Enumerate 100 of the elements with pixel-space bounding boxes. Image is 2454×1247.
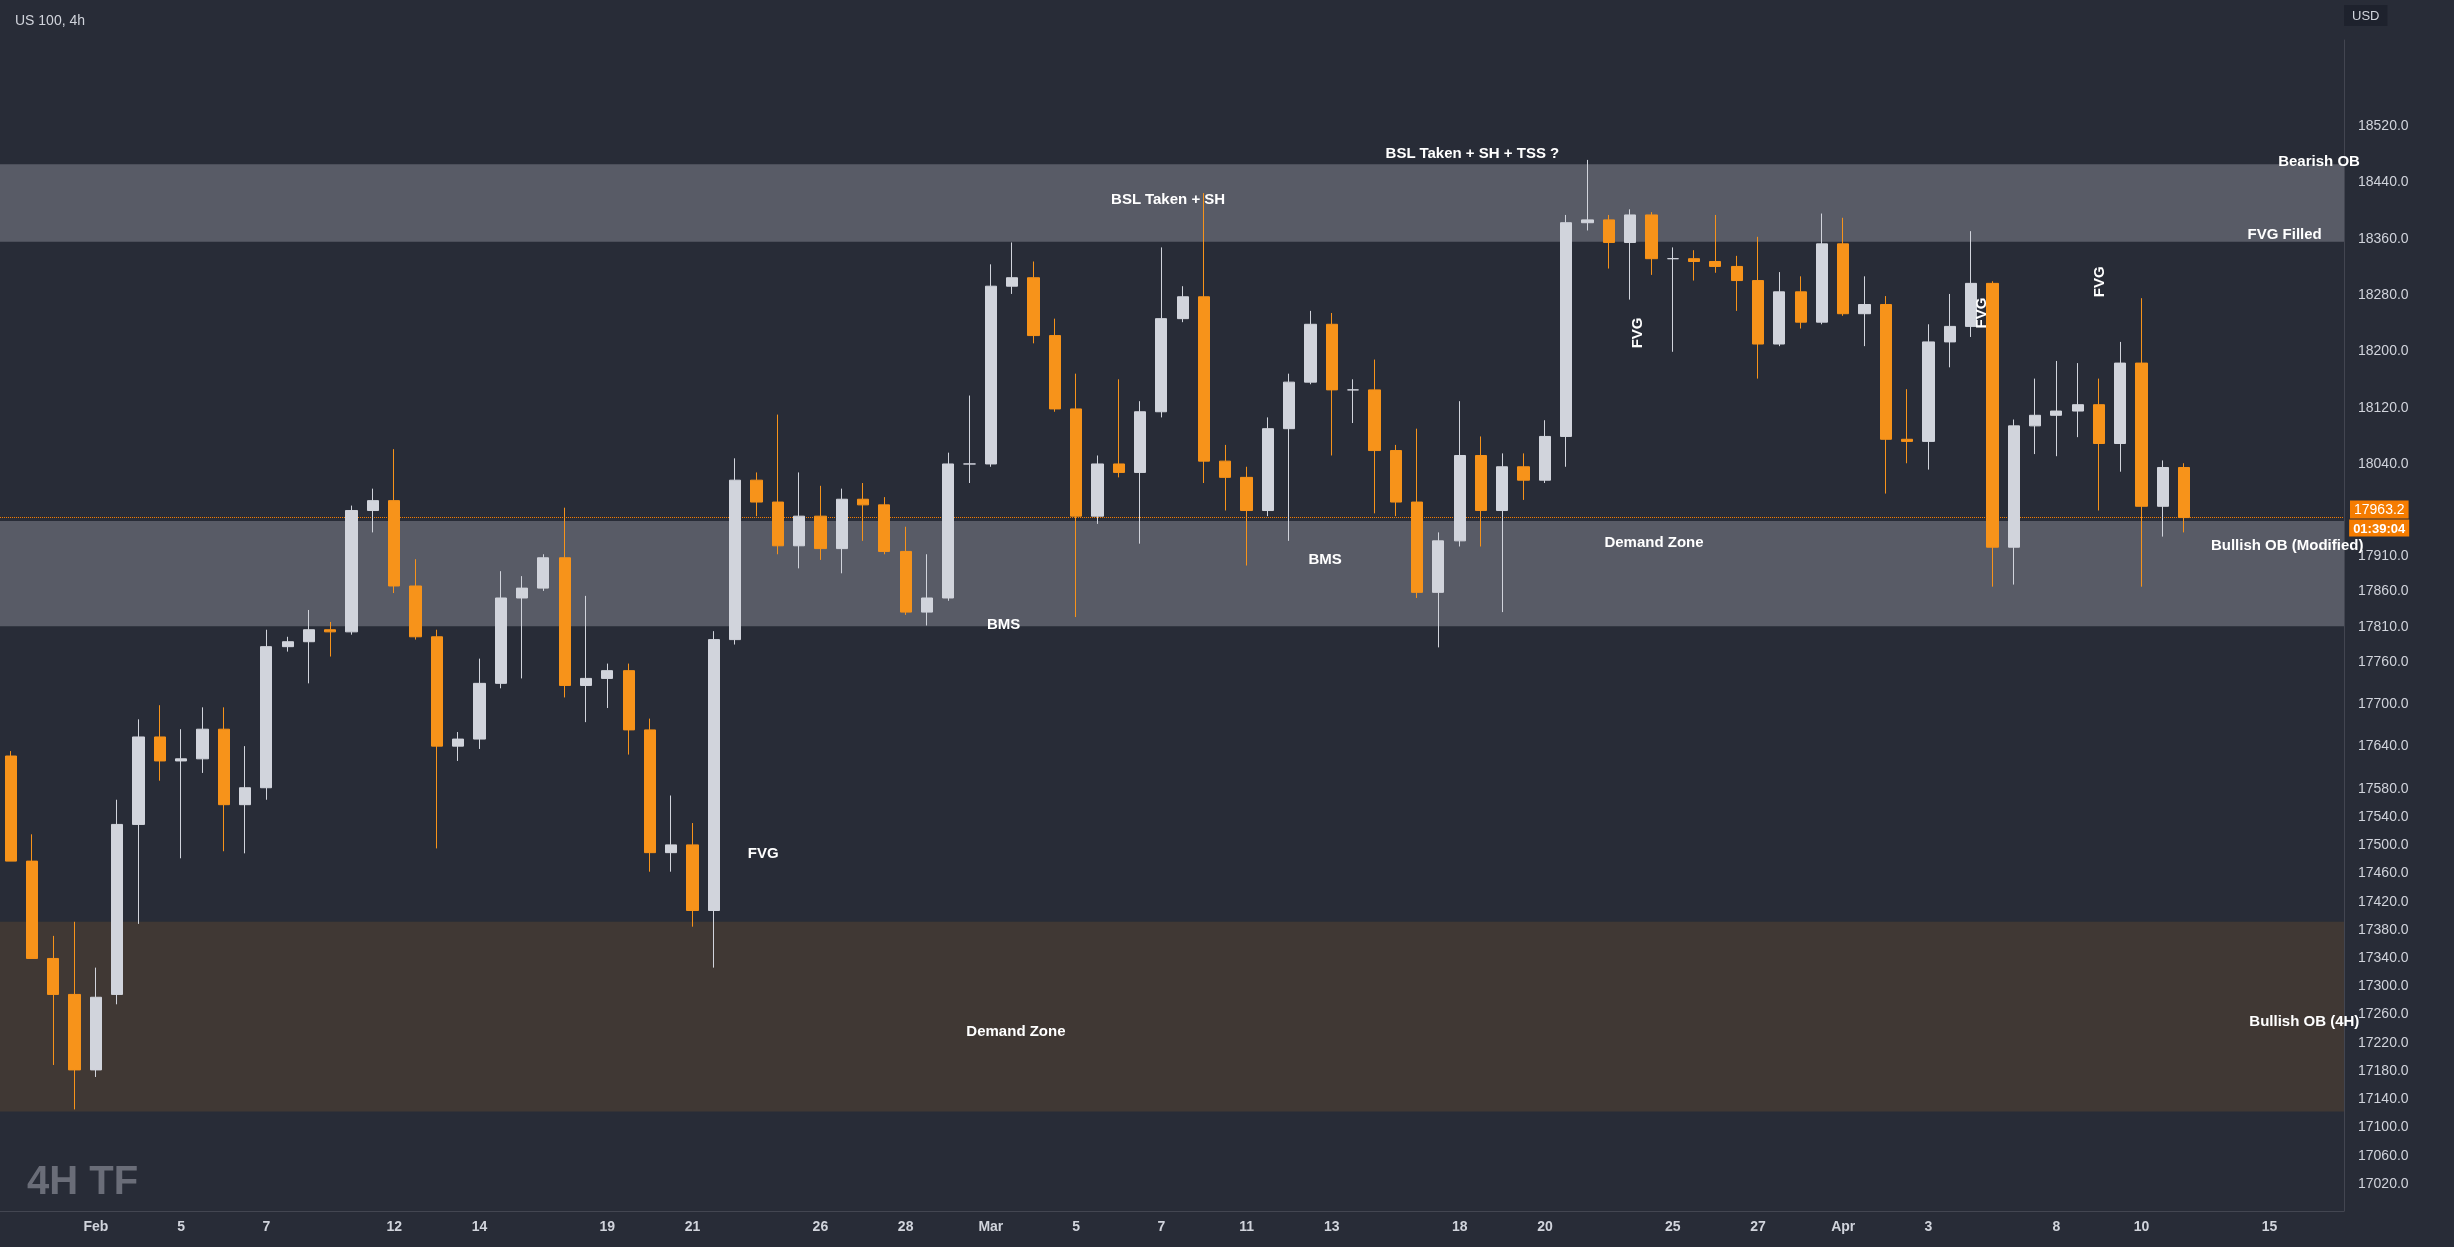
x-tick-label: Mar (978, 1218, 1004, 1234)
y-tick-label: 17180.0 (2358, 1061, 2409, 1078)
candlestick (5, 750, 17, 862)
candlestick (1901, 388, 1913, 464)
y-axis-title: USD (2352, 8, 2380, 23)
candlestick (1496, 452, 1508, 613)
candlestick (1283, 373, 1295, 542)
candlestick (260, 629, 272, 801)
candlestick (1390, 444, 1402, 517)
candlestick (409, 558, 422, 641)
x-tick-label: 5 (177, 1218, 186, 1234)
y-tick-label: 18520.0 (2358, 116, 2409, 133)
candlestick (1262, 416, 1274, 517)
candlestick (2029, 378, 2041, 455)
candlestick (1517, 452, 1530, 501)
y-tick-label: 17810.0 (2358, 617, 2409, 634)
y-tick-label: 17500.0 (2358, 836, 2409, 853)
y-tick-label: 17020.0 (2358, 1174, 2409, 1191)
candlestick (1795, 275, 1807, 330)
x-tick-label: 27 (1750, 1218, 1766, 1234)
x-tick-label: 7 (262, 1218, 271, 1234)
candlestick (473, 658, 486, 750)
candlestick (942, 452, 954, 602)
text: 01:39:04 (2353, 520, 2406, 536)
candlestick (1240, 466, 1253, 567)
candlestick (1816, 213, 1828, 325)
candlestick (729, 457, 741, 646)
candlestick (132, 718, 145, 925)
y-tick-label: 17540.0 (2358, 807, 2409, 824)
x-tick-label: 3 (1924, 1218, 1933, 1234)
candlestick (239, 745, 251, 854)
x-tick-label: 19 (599, 1218, 616, 1234)
candlestick (367, 488, 379, 533)
y-tick-label: 18040.0 (2358, 455, 2409, 472)
candlestick (2050, 360, 2062, 457)
candlestick (1688, 249, 1700, 282)
y-tick-label: 18280.0 (2358, 285, 2409, 302)
candlestick (1603, 214, 1615, 270)
candlestick (985, 263, 997, 468)
candlestick (1944, 293, 1956, 368)
candlestick (111, 799, 123, 1005)
candlestick (750, 471, 763, 517)
candlestick (324, 621, 336, 658)
candlestick (1177, 285, 1189, 323)
candlestick (218, 706, 230, 852)
ref-line-label: 17963.2 (2354, 501, 2405, 518)
candlestick (1432, 531, 1444, 648)
annotation: Bullish OB (4H) (2249, 1011, 2360, 1029)
candlestick (47, 935, 59, 1066)
y-tick-label: 17860.0 (2358, 582, 2409, 599)
annotation: FVG (1628, 317, 1646, 349)
annotation: BSL Taken + SH (1111, 189, 1226, 207)
x-tick-label: 25 (1664, 1218, 1681, 1234)
y-tick-label: 18440.0 (2358, 173, 2409, 190)
candlestick (793, 471, 805, 569)
text: 4H TF (27, 1158, 139, 1202)
annotation: Bearish OB (2278, 152, 2361, 170)
y-tick-label: 18200.0 (2358, 342, 2409, 359)
candlestick (1880, 295, 1892, 495)
candlestick (537, 553, 549, 592)
x-tick-label: 20 (1537, 1218, 1553, 1234)
candlestick (1027, 261, 1040, 344)
candlestick (2135, 297, 2148, 588)
annotation: Demand Zone (1604, 532, 1704, 550)
candlestick (154, 704, 166, 782)
candlestick (686, 822, 699, 928)
candlestick (452, 731, 464, 762)
candlestick (68, 921, 81, 1110)
candlestick (1219, 444, 1231, 512)
x-tick-label: 12 (386, 1218, 403, 1234)
candlestick (836, 488, 848, 574)
x-tick-label: 15 (2261, 1218, 2278, 1234)
candlestick (1773, 271, 1785, 347)
candlestick (1709, 214, 1721, 274)
y-tick-label: 17580.0 (2358, 779, 2409, 796)
candlestick (2093, 378, 2105, 512)
candlestick (1454, 400, 1466, 547)
candlestick (1475, 435, 1487, 547)
candlestick (772, 414, 784, 555)
candlestick (857, 482, 869, 542)
annotation: FVG (1971, 297, 1989, 329)
candlestick (495, 570, 507, 689)
candlestick (1858, 275, 1871, 347)
x-tick-label: 11 (1239, 1218, 1255, 1234)
candlestick (2008, 419, 2020, 586)
candlestick (1049, 318, 1061, 413)
candlestick (921, 553, 933, 626)
candlestick (1347, 378, 1359, 424)
candlestick (963, 395, 976, 484)
annotation: FVG Filled (2247, 224, 2322, 242)
annotation: BMS (1308, 550, 1342, 568)
candlestick (580, 595, 592, 723)
y-tick-label: 17460.0 (2358, 864, 2409, 881)
annotation: FVG (2089, 266, 2107, 298)
candlestick (1922, 323, 1935, 471)
candlestick (900, 526, 912, 616)
candlestick (665, 795, 677, 873)
annotation: BSL Taken + SH + TSS ? (1385, 143, 1560, 161)
candlestick (1667, 246, 1679, 353)
candlestick (1645, 211, 1658, 276)
